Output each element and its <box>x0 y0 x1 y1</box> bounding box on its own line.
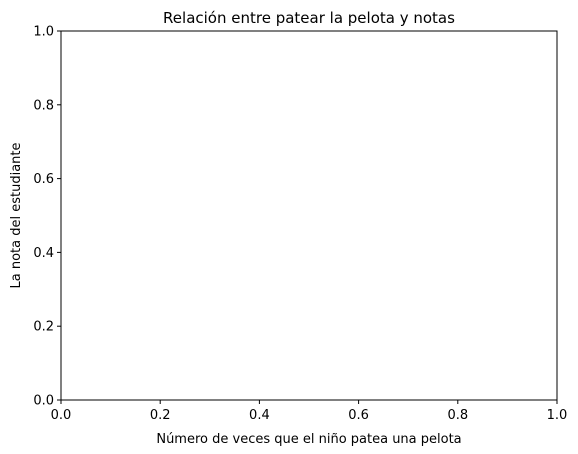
x-tick-label: 0.4 <box>249 408 270 423</box>
y-tick-label: 0.8 <box>33 98 54 113</box>
y-tick-label: 0.0 <box>33 394 54 409</box>
x-axis-label: Número de veces que el niño patea una pe… <box>156 432 461 447</box>
y-tick-label: 0.2 <box>33 320 54 335</box>
x-tick-label: 0.0 <box>51 408 72 423</box>
y-tick-label: 0.6 <box>33 172 54 187</box>
x-tick-label: 1.0 <box>547 408 568 423</box>
y-axis-label: La nota del estudiante <box>9 143 24 289</box>
y-tick-label: 1.0 <box>33 25 54 40</box>
y-axis-ticks: 0.0 0.2 0.4 0.6 0.8 1.0 <box>33 25 61 409</box>
plot-area <box>60 30 558 401</box>
x-tick-label: 0.2 <box>150 408 171 423</box>
x-axis-ticks: 0.0 0.2 0.4 0.6 0.8 1.0 <box>51 400 568 423</box>
chart-title: Relación entre patear la pelota y notas <box>163 9 455 27</box>
x-tick-label: 0.8 <box>447 408 468 423</box>
y-tick-label: 0.4 <box>33 246 54 261</box>
x-tick-label: 0.6 <box>348 408 369 423</box>
